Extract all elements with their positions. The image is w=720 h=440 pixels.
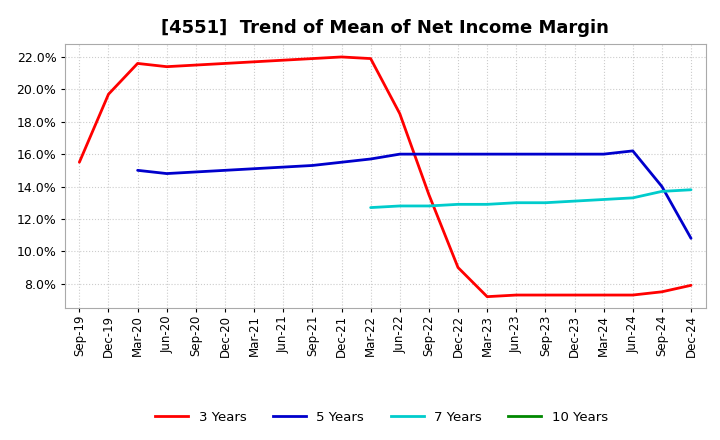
3 Years xyxy=(337,54,346,59)
7 Years xyxy=(366,205,375,210)
3 Years xyxy=(133,61,142,66)
Line: 7 Years: 7 Years xyxy=(371,190,691,208)
3 Years xyxy=(308,56,317,61)
3 Years xyxy=(454,265,462,270)
7 Years xyxy=(483,202,492,207)
7 Years xyxy=(599,197,608,202)
3 Years xyxy=(541,293,550,298)
7 Years xyxy=(395,203,404,209)
5 Years xyxy=(512,151,521,157)
5 Years xyxy=(250,166,258,171)
7 Years xyxy=(425,203,433,209)
7 Years xyxy=(512,200,521,205)
3 Years xyxy=(395,111,404,116)
5 Years xyxy=(483,151,492,157)
5 Years xyxy=(454,151,462,157)
3 Years xyxy=(75,160,84,165)
3 Years xyxy=(366,56,375,61)
3 Years xyxy=(104,92,113,97)
3 Years xyxy=(163,64,171,70)
5 Years xyxy=(657,184,666,189)
5 Years xyxy=(599,151,608,157)
3 Years xyxy=(687,282,696,288)
3 Years xyxy=(483,294,492,299)
5 Years xyxy=(220,168,229,173)
5 Years xyxy=(687,236,696,241)
7 Years xyxy=(629,195,637,201)
3 Years xyxy=(599,293,608,298)
Line: 3 Years: 3 Years xyxy=(79,57,691,297)
3 Years xyxy=(220,61,229,66)
3 Years xyxy=(629,293,637,298)
3 Years xyxy=(425,192,433,197)
5 Years xyxy=(279,165,287,170)
5 Years xyxy=(570,151,579,157)
7 Years xyxy=(570,198,579,204)
5 Years xyxy=(192,169,200,175)
7 Years xyxy=(657,189,666,194)
7 Years xyxy=(454,202,462,207)
5 Years xyxy=(366,156,375,161)
3 Years xyxy=(192,62,200,68)
5 Years xyxy=(541,151,550,157)
3 Years xyxy=(512,293,521,298)
Title: [4551]  Trend of Mean of Net Income Margin: [4551] Trend of Mean of Net Income Margi… xyxy=(161,19,609,37)
5 Years xyxy=(133,168,142,173)
5 Years xyxy=(629,148,637,154)
5 Years xyxy=(395,151,404,157)
5 Years xyxy=(163,171,171,176)
3 Years xyxy=(279,58,287,63)
3 Years xyxy=(570,293,579,298)
3 Years xyxy=(657,289,666,294)
3 Years xyxy=(250,59,258,64)
7 Years xyxy=(541,200,550,205)
Legend: 3 Years, 5 Years, 7 Years, 10 Years: 3 Years, 5 Years, 7 Years, 10 Years xyxy=(150,405,613,429)
5 Years xyxy=(337,160,346,165)
7 Years xyxy=(687,187,696,192)
5 Years xyxy=(425,151,433,157)
5 Years xyxy=(308,163,317,168)
Line: 5 Years: 5 Years xyxy=(138,151,691,238)
